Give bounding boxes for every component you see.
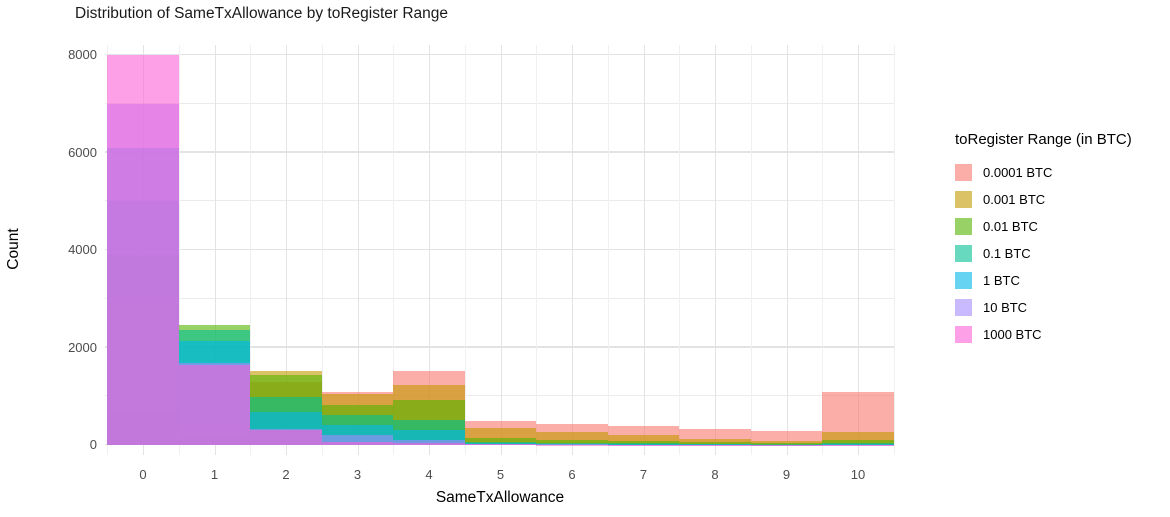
gridline-major-v [214,45,216,455]
legend-color-swatch [955,272,972,289]
gridline-minor-v [679,45,681,455]
gridline-major-h [105,151,895,153]
plot-panel [105,45,895,455]
x-tick-label: 3 [353,467,362,482]
histogram-bar-layer [321,442,394,445]
legend-label: 1000 BTC [983,327,1042,342]
histogram-bar-layer [321,435,394,445]
gridline-major-v [572,45,574,455]
legend-items: 0.0001 BTC 0.001 BTC 0.01 BTC 0.1 BTC 1 BTC 1… [955,159,1132,348]
y-tick-label: 8000 [68,47,97,62]
x-tick-label: 9 [782,467,791,482]
gridline-major-v [858,45,860,455]
x-tick-label: 6 [568,467,576,482]
gridline-minor-h [105,395,895,397]
y-axis-title: Count [5,228,22,270]
histogram-bin [250,45,322,455]
histogram-bin [393,45,465,455]
gridline-major-h [105,248,895,250]
legend-item: 0.1 BTC [955,240,1132,267]
y-tick-label: 4000 [68,242,97,257]
histogram-bin [107,45,179,455]
histogram-bar-layer [464,444,537,445]
x-tick-label: 1 [210,467,219,482]
histogram-bar-layer [679,442,751,445]
histogram-bar-layer [536,439,608,445]
gridline-major-v [500,45,502,455]
gridline-minor-v [536,45,538,455]
gridline-minor-v [822,45,824,455]
gridline-minor-v [893,45,895,455]
legend-color-swatch [955,326,972,343]
histogram-bar-layer [822,440,894,445]
legend-label: 0.0001 BTC [983,165,1053,180]
x-tick-label: 5 [496,467,505,482]
chart-title: Distribution of SameTxAllowance by toReg… [75,5,449,22]
legend-color-swatch [955,164,972,181]
histogram-bar-layer [178,364,251,445]
gridline-minor-v [393,45,395,455]
histogram-bar-layer [607,441,680,445]
y-tick-label: 6000 [68,144,97,160]
gridline-minor-h [105,297,895,299]
legend-color-swatch [955,245,972,262]
histogram-bar-layer [250,430,322,445]
legend-item: 0.01 BTC [955,213,1132,240]
x-tick-label: 0 [139,467,147,482]
gridline-minor-v [178,45,180,455]
gridline-minor-v [607,45,609,455]
histogram-bin [607,45,680,455]
x-tick-label: 10 [850,467,866,482]
histogram-bin [536,45,608,455]
histogram-bin [679,45,751,455]
gridline-minor-v [321,45,323,455]
gridline-major-v [429,45,431,455]
gridline-major-v [643,45,645,455]
histogram-bar-layer [536,443,608,445]
gridline-minor-v [464,45,466,455]
legend-color-swatch [955,218,972,235]
gridline-major-h [105,346,895,348]
histogram-bin [822,45,894,455]
x-tick-label: 7 [639,467,648,482]
legend-color-swatch [955,191,972,208]
legend-item: 0.0001 BTC [955,159,1132,186]
histogram-bar-layer [607,435,680,445]
histogram-bin [750,45,823,455]
legend-label: 0.1 BTC [983,246,1031,261]
x-tick-label: 8 [711,467,719,482]
legend-title: toRegister Range (in BTC) [955,131,1132,148]
gridline-minor-v [750,45,752,455]
legend-label: 0.001 BTC [983,192,1046,207]
gridline-minor-h [105,200,895,202]
gridline-major-v [715,45,717,455]
legend-item: 10 BTC [955,294,1132,321]
gridline-major-v [786,45,788,455]
x-tick-label: 2 [282,467,290,482]
y-tick-label: 0 [89,437,97,452]
y-tick-label: 2000 [68,339,97,355]
histogram-bar-layer [393,442,465,445]
histogram-bin [178,45,251,455]
histogram-bin [464,45,537,455]
gridline-major-v [286,45,288,455]
histogram-bar-layer [107,55,179,445]
legend-label: 10 BTC [983,300,1028,315]
legend-color-swatch [955,299,972,316]
histogram-bar-layer [750,442,823,445]
x-tick-label: 4 [425,467,433,482]
legend-item: 1 BTC [955,267,1132,294]
legend-label: 0.01 BTC [983,219,1038,234]
gridline-major-h [105,53,895,55]
gridline-minor-v [250,45,252,455]
legend-label: 1 BTC [983,273,1020,288]
legend-item: 1000 BTC [955,321,1132,348]
gridline-major-v [357,45,359,455]
legend: toRegister Range (in BTC) 0.0001 BTC 0.00… [955,131,1132,348]
histogram-bin [321,45,394,455]
legend-item: 0.001 BTC [955,186,1132,213]
x-axis-title: SameTxAllowance [435,489,565,506]
gridline-minor-h [105,102,895,104]
